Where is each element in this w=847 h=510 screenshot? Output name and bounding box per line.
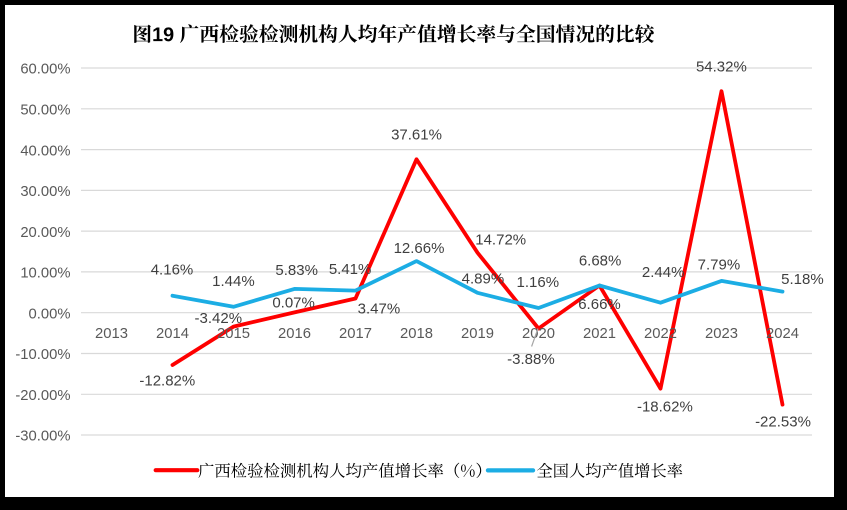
svg-text:1.16%: 1.16%	[517, 274, 560, 291]
svg-text:2015: 2015	[217, 326, 250, 342]
svg-text:2022: 2022	[644, 326, 677, 342]
svg-text:54.32%: 54.32%	[696, 58, 747, 75]
svg-text:5.41%: 5.41%	[329, 261, 372, 278]
svg-text:0.00%: 0.00%	[29, 306, 71, 322]
svg-text:7.79%: 7.79%	[698, 257, 741, 274]
svg-text:2017: 2017	[339, 326, 372, 342]
svg-text:10.00%: 10.00%	[20, 266, 70, 282]
svg-text:6.68%: 6.68%	[579, 253, 622, 270]
svg-text:-10.00%: -10.00%	[15, 347, 70, 363]
svg-text:60.00%: 60.00%	[20, 62, 70, 78]
svg-text:2016: 2016	[278, 326, 311, 342]
svg-text:-12.82%: -12.82%	[139, 372, 195, 389]
svg-text:6.66%: 6.66%	[578, 296, 621, 313]
svg-text:2024: 2024	[766, 326, 799, 342]
svg-text:4.89%: 4.89%	[462, 271, 505, 288]
svg-text:20.00%: 20.00%	[20, 225, 70, 241]
svg-text:0.07%: 0.07%	[272, 295, 315, 312]
svg-text:2023: 2023	[705, 326, 738, 342]
svg-text:-30.00%: -30.00%	[15, 429, 70, 445]
svg-text:-3.42%: -3.42%	[195, 310, 243, 327]
svg-text:5.18%: 5.18%	[781, 271, 824, 288]
svg-text:3.47%: 3.47%	[358, 300, 401, 317]
svg-text:-3.88%: -3.88%	[507, 351, 555, 368]
svg-text:12.66%: 12.66%	[394, 240, 445, 257]
svg-text:2021: 2021	[583, 326, 616, 342]
svg-text:-22.53%: -22.53%	[755, 413, 811, 430]
svg-text:5.83%: 5.83%	[275, 262, 318, 279]
svg-text:2019: 2019	[461, 326, 494, 342]
svg-text:37.61%: 37.61%	[391, 126, 442, 143]
svg-text:2013: 2013	[95, 326, 128, 342]
svg-text:2014: 2014	[156, 326, 189, 342]
svg-text:4.16%: 4.16%	[151, 262, 194, 279]
svg-text:2020: 2020	[522, 326, 555, 342]
svg-text:50.00%: 50.00%	[20, 103, 70, 119]
svg-text:2018: 2018	[400, 326, 433, 342]
svg-text:-18.62%: -18.62%	[637, 398, 693, 415]
svg-text:2.44%: 2.44%	[642, 264, 685, 281]
svg-text:30.00%: 30.00%	[20, 184, 70, 200]
svg-text:-20.00%: -20.00%	[15, 388, 70, 404]
svg-text:14.72%: 14.72%	[475, 232, 526, 249]
svg-text:1.44%: 1.44%	[212, 273, 255, 290]
svg-text:40.00%: 40.00%	[20, 143, 70, 159]
